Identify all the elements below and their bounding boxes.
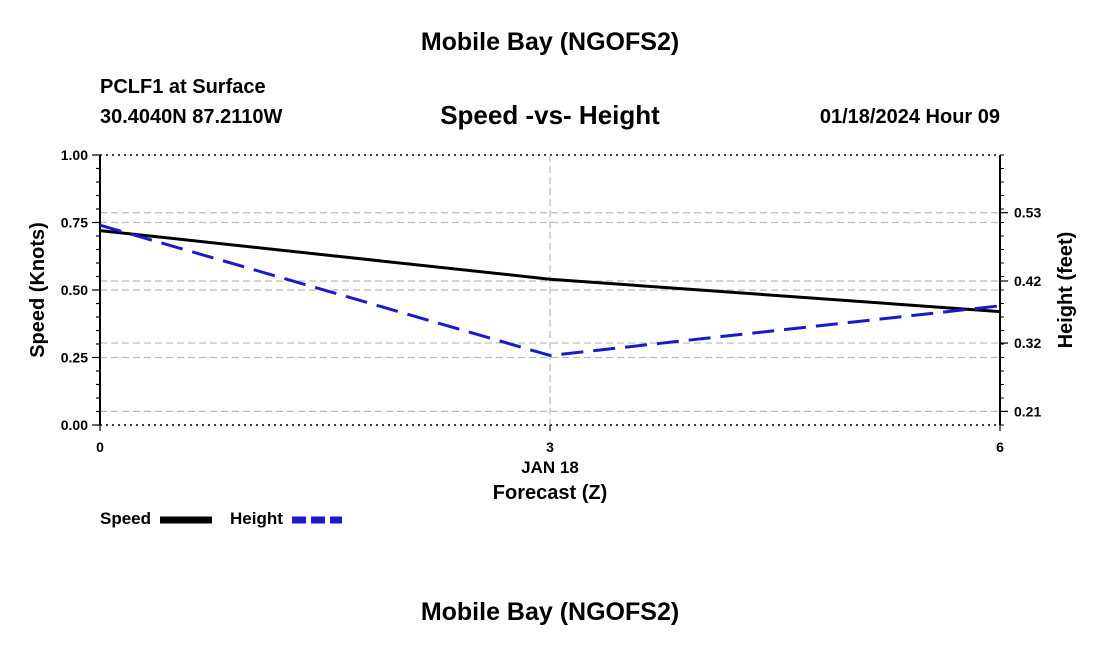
footer-title: Mobile Bay (NGOFS2) — [420, 598, 680, 626]
series-line-speed — [99, 229, 1001, 314]
series-layer — [99, 223, 1001, 357]
grid-layer — [100, 154, 1000, 426]
y-tick-label-left-2: 0.50 — [61, 282, 88, 298]
y-axis-label-left: Speed (Knots) — [27, 222, 49, 358]
chart-main-title: Mobile Bay (NGOFS2) — [420, 28, 680, 56]
x-axis-date-label: JAN 18 — [521, 458, 579, 477]
x-tick-label-0: 0 — [96, 439, 104, 455]
label-layer: 0.00 0.25 0.50 0.75 1.00 0.21 0.32 0.42 0.53 0 3 6 — [61, 147, 1042, 455]
x-axis-label: Forecast (Z) — [492, 482, 608, 504]
legend-label-speed: Speed — [100, 509, 152, 528]
station-label: PCLF1 at Surface — [100, 76, 266, 98]
y-tick-label-right-2: 0.42 — [1014, 273, 1041, 289]
y-axis-label-right: Height (feet) — [1055, 232, 1077, 349]
chart-subtitle: Speed -vs- Height — [440, 100, 660, 130]
legend-label-height: Height — [230, 509, 283, 528]
forecast-datetime: 01/18/2024 Hour 09 — [819, 106, 1000, 128]
x-tick-label-1: 3 — [546, 439, 554, 455]
y-tick-label-right-3: 0.53 — [1014, 205, 1041, 221]
axis-layer — [92, 154, 1008, 431]
x-tick-label-2: 6 — [996, 439, 1004, 455]
y-tick-label-left-4: 1.00 — [61, 147, 88, 163]
y-tick-label-left-3: 0.75 — [61, 215, 88, 231]
y-tick-label-right-0: 0.21 — [1014, 403, 1041, 419]
station-coordinates: 30.4040N 87.2110W — [100, 106, 283, 128]
y-tick-label-left-1: 0.25 — [61, 350, 88, 366]
y-tick-label-right-1: 0.32 — [1014, 335, 1041, 351]
series-line-height — [99, 223, 1001, 357]
y-tick-label-left-0: 0.00 — [61, 417, 88, 433]
